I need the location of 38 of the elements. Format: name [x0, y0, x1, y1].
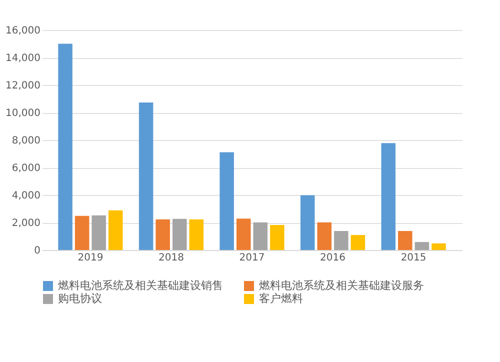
bar [270, 224, 284, 250]
y-tick-label: 10,000 [6, 108, 40, 119]
x-tick-label: 2015 [400, 252, 426, 264]
x-tick-label: 2016 [320, 252, 346, 264]
bar [317, 222, 332, 250]
legend-label: 客户燃料 [259, 292, 303, 305]
y-tick-label: 0 [34, 246, 40, 256]
bar [58, 44, 72, 250]
bar [172, 218, 187, 250]
bar [300, 195, 315, 250]
bar [253, 222, 268, 250]
bar [92, 215, 106, 250]
bar [138, 102, 154, 250]
bar [220, 152, 234, 250]
bar [74, 216, 90, 250]
bar [334, 231, 348, 250]
y-tick-label: 2,000 [12, 218, 40, 229]
bar [414, 242, 430, 250]
bar [156, 219, 170, 250]
y-tick-label: 8,000 [12, 136, 40, 146]
y-tick-label: 4,000 [12, 190, 40, 202]
bar [381, 143, 396, 250]
bar [236, 218, 251, 250]
x-tick-label: 2017 [239, 252, 265, 264]
y-tick-label: 12,000 [6, 80, 40, 92]
x-tick-label: 2018 [158, 252, 184, 264]
bar [108, 210, 123, 250]
y-tick-label: 14,000 [6, 53, 40, 64]
x-tick-label: 2019 [78, 252, 104, 264]
legend-label: 购电协议 [58, 292, 102, 305]
y-tick-label: 6,000 [12, 163, 40, 174]
legend-label: 燃料电池系统及相关基础建设服务 [259, 279, 424, 292]
bar [432, 243, 446, 250]
bar [189, 219, 204, 250]
legend-label: 燃料电池系统及相关基础建设销售 [58, 279, 223, 292]
y-tick-label: 16,000 [6, 26, 40, 36]
bar [350, 235, 366, 250]
bar [398, 231, 412, 250]
